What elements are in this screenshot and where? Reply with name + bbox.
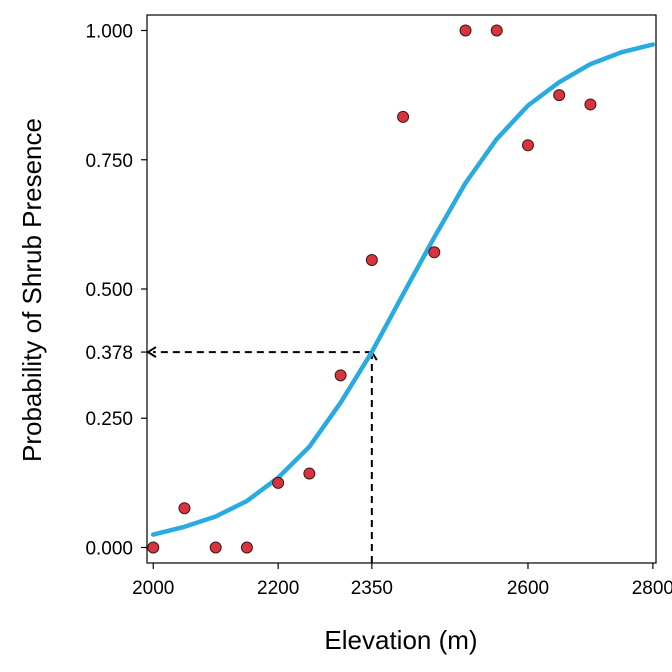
- y-axis-title: Probability of Shrub Presence: [17, 118, 47, 462]
- y-axis: 0.000 0.250 0.378 0.500 0.750 1.000: [85, 22, 147, 559]
- data-point: [240, 541, 253, 554]
- y-tick-label: 0.250: [85, 409, 133, 430]
- data-point: [459, 24, 472, 37]
- x-tick-label: 2000: [132, 578, 174, 599]
- arrowhead-left: [146, 346, 157, 358]
- data-points: [147, 24, 597, 554]
- x-axis: 2000 2200 2350 2600 2800: [132, 563, 672, 599]
- data-point: [209, 541, 222, 554]
- y-tick-label: 0.750: [85, 151, 133, 172]
- x-tick-label: 2600: [507, 578, 549, 599]
- y-tick-label: 0.378: [85, 343, 133, 364]
- y-tick-label: 0.500: [85, 280, 133, 301]
- data-point: [584, 98, 597, 111]
- data-point: [428, 246, 441, 259]
- data-point: [490, 24, 503, 37]
- data-point: [553, 89, 566, 102]
- data-point: [521, 139, 534, 152]
- data-point: [147, 541, 160, 554]
- data-point: [397, 110, 410, 123]
- data-point: [365, 254, 378, 267]
- x-axis-title: Elevation (m): [324, 625, 477, 655]
- fitted-curve: [150, 42, 656, 537]
- data-point: [334, 369, 347, 382]
- x-tick-label: 2200: [257, 578, 299, 599]
- data-point: [303, 467, 316, 480]
- data-point: [178, 502, 191, 515]
- y-tick-label: 1.000: [85, 22, 133, 43]
- x-tick-label: 2350: [351, 578, 393, 599]
- plot-frame: [146, 14, 657, 564]
- y-tick-label: 0.000: [85, 538, 133, 559]
- data-point: [272, 476, 285, 489]
- x-tick-label: 2800: [632, 578, 672, 599]
